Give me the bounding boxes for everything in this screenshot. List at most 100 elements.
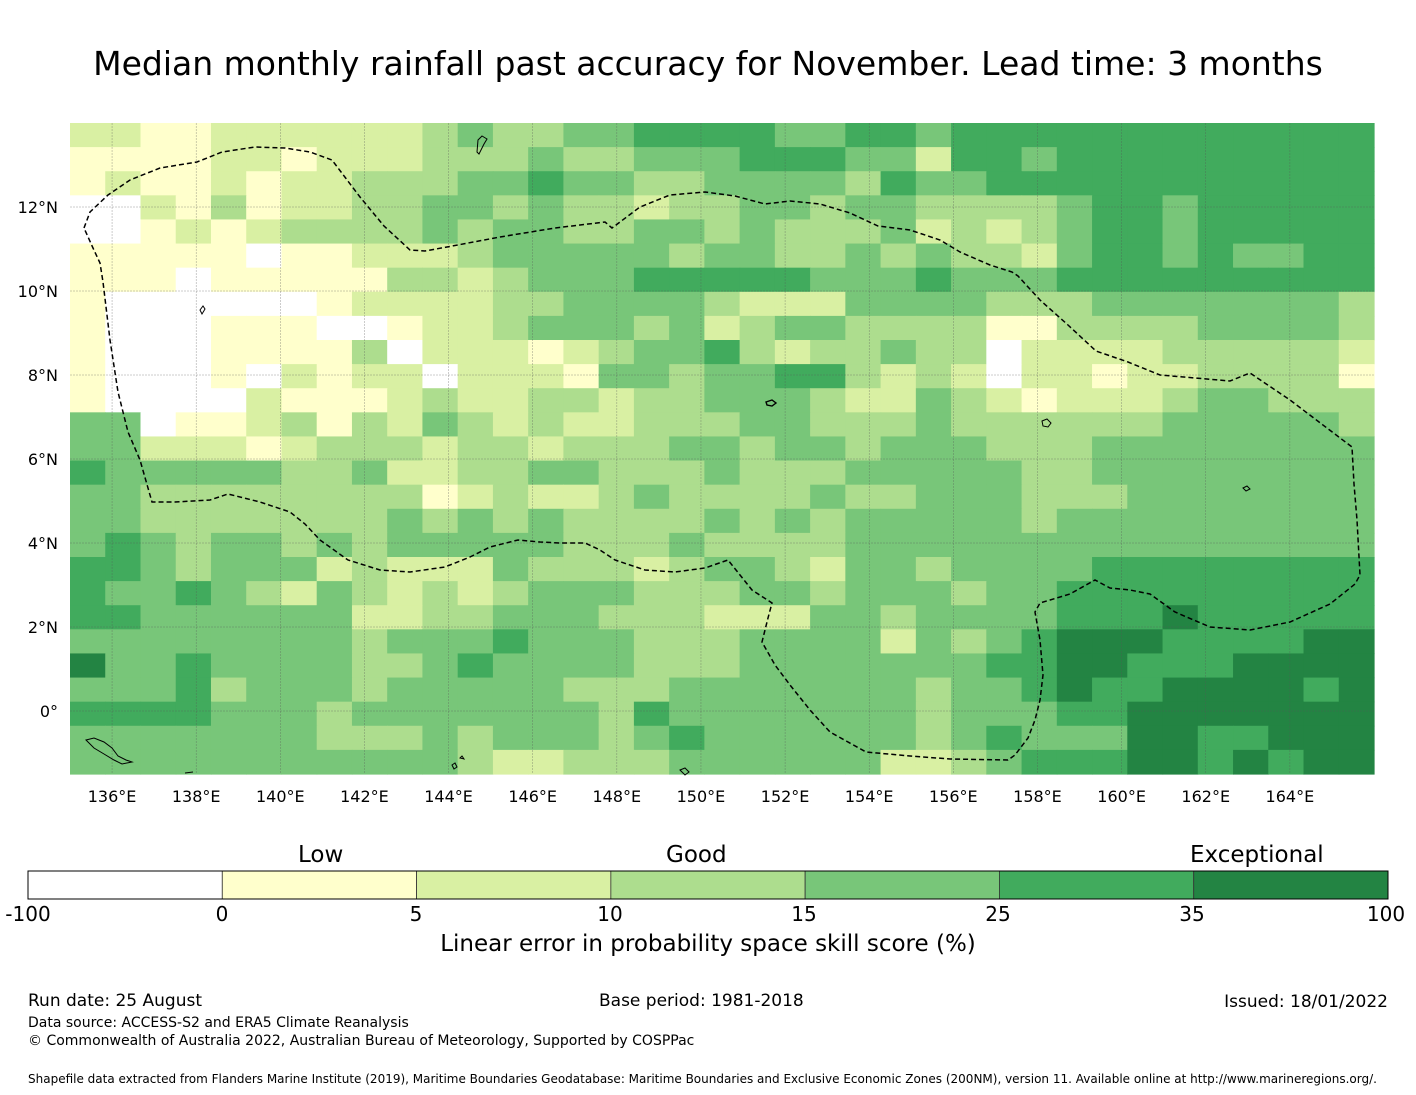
grid-cell — [1021, 460, 1058, 486]
grid-cell — [105, 412, 142, 438]
grid-cell — [1021, 605, 1058, 630]
grid-cell — [1092, 653, 1128, 679]
grid-cell — [457, 436, 494, 462]
grid-cell — [633, 147, 670, 172]
grid-cell — [175, 460, 212, 486]
grid-cell — [1338, 147, 1375, 172]
grid-cell — [1056, 677, 1093, 703]
grid-cell — [1092, 147, 1128, 172]
grid-cell — [704, 147, 741, 172]
grid-cell — [633, 267, 670, 293]
grid-cell — [457, 508, 494, 534]
grid-cell — [1233, 460, 1269, 486]
grid-cell — [704, 581, 741, 606]
grid-cell — [105, 147, 142, 172]
grid-cell — [810, 243, 846, 269]
grid-cell — [598, 581, 635, 606]
grid-cell — [598, 243, 635, 269]
grid-cell — [633, 581, 670, 606]
grid-cell — [1303, 243, 1340, 269]
grid-cell — [880, 364, 917, 389]
grid-cell — [669, 364, 705, 389]
grid-cell — [774, 412, 811, 438]
grid-cell — [739, 340, 776, 365]
grid-cell — [1056, 484, 1093, 510]
grid-cell — [1197, 508, 1234, 534]
colorbar-segment — [1193, 870, 1389, 900]
grid-cell — [140, 557, 177, 582]
grid-cell — [316, 701, 353, 727]
grid-cell — [140, 388, 177, 413]
grid-cell — [1092, 171, 1128, 196]
grid-cell — [1233, 315, 1269, 341]
issued-date: Issued: 18/01/2022 — [1224, 992, 1388, 1012]
grid-cell — [210, 195, 247, 221]
lon-tick-label: 152°E — [761, 787, 810, 806]
island-png-north — [85, 737, 134, 765]
grid-cell — [986, 340, 1023, 365]
grid-cell — [774, 581, 811, 606]
grid-cell — [986, 653, 1023, 679]
grid-cell — [1162, 677, 1199, 703]
grid-cell — [704, 605, 741, 630]
grid-cell — [880, 484, 917, 510]
grid-cell — [457, 532, 494, 558]
grid-cell — [633, 340, 670, 365]
grid-cell — [1268, 340, 1305, 365]
island-small-2 — [451, 755, 466, 770]
grid-cell — [1197, 557, 1234, 582]
grid-cell — [70, 315, 106, 341]
grid-cell — [422, 653, 459, 679]
grid-cell — [528, 436, 564, 462]
grid-cell — [140, 412, 177, 438]
grid-cell — [704, 340, 741, 365]
grid-cell — [70, 364, 106, 389]
grid-cell — [492, 557, 529, 582]
grid-cell — [1338, 243, 1375, 269]
grid-cell — [175, 195, 212, 221]
grid-cell — [845, 508, 882, 534]
grid-cell — [1162, 267, 1199, 293]
lon-tick-label: 136°E — [88, 787, 137, 806]
grid-cell — [70, 701, 106, 727]
grid-cell — [457, 243, 494, 269]
grid-cell — [563, 581, 600, 606]
grid-cell — [598, 725, 635, 751]
grid-cell — [1162, 725, 1199, 751]
grid-cell — [1056, 532, 1093, 558]
grid-cell — [351, 557, 388, 582]
grid-cell — [1303, 677, 1340, 703]
grid-cell — [1303, 364, 1340, 389]
grid-cell — [669, 605, 705, 630]
grid-cell — [1197, 219, 1234, 245]
grid-cell — [563, 364, 600, 389]
grid-cell — [281, 243, 318, 269]
grid-cell — [951, 195, 987, 221]
grid-cell — [281, 364, 318, 389]
grid-cell — [774, 557, 811, 582]
grid-cell — [1127, 653, 1164, 679]
grid-cell — [563, 508, 600, 534]
grid-cell — [986, 436, 1023, 462]
grid-cell — [810, 267, 846, 293]
colorbar-tick: 15 — [791, 902, 817, 926]
grid-cell — [1127, 219, 1164, 245]
grid-cell — [1162, 123, 1199, 148]
grid-cell — [140, 315, 177, 341]
grid-cell — [669, 315, 705, 341]
grid-cell — [669, 484, 705, 510]
grid-cell — [175, 388, 212, 413]
grid-cell — [915, 460, 952, 486]
grid-cell — [70, 557, 106, 582]
grid-cell — [316, 195, 353, 221]
grid-cell — [70, 243, 106, 269]
grid-cell — [1338, 291, 1375, 317]
run-date: Run date: 25 August — [28, 991, 202, 1011]
grid-cell — [598, 436, 635, 462]
grid-cell — [457, 364, 494, 389]
grid-cell — [351, 653, 388, 679]
grid-cell — [669, 243, 705, 269]
grid-cell — [140, 171, 177, 196]
grid-cell — [598, 653, 635, 679]
grid-cell — [1056, 508, 1093, 534]
